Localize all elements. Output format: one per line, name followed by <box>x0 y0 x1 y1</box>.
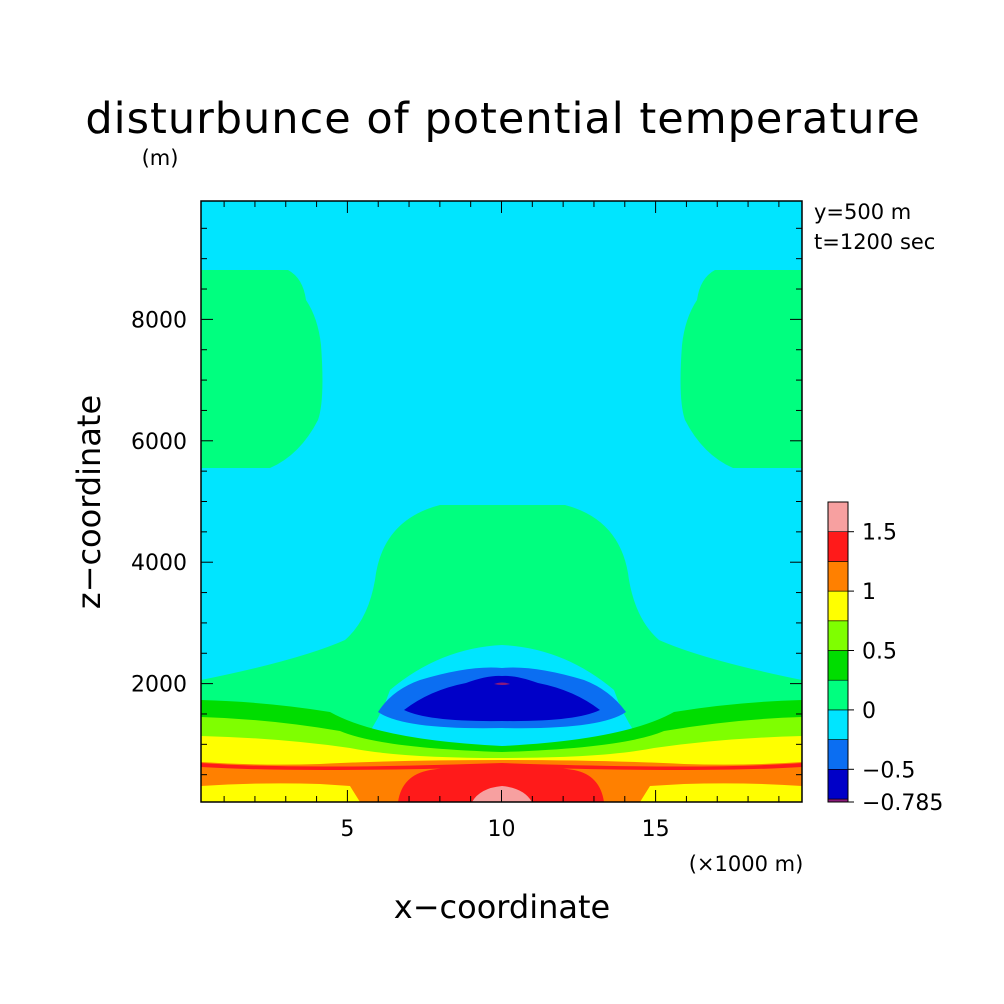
info-time: t=1200 sec <box>814 230 935 254</box>
colorbar-tick-label: 1 <box>862 580 876 605</box>
y-tick-label: 2000 <box>131 673 187 698</box>
info-y-position: y=500 m <box>814 200 911 224</box>
colorbar-swatch <box>827 650 849 681</box>
colorbar-swatch <box>827 709 849 740</box>
x-tick-label: 5 <box>340 817 354 842</box>
x-tick-label: 10 <box>488 817 516 842</box>
contour-field <box>201 201 802 802</box>
colorbar-swatch <box>827 590 849 622</box>
colorbar-swatch <box>827 620 849 651</box>
colorbar-swatch <box>827 561 849 592</box>
colorbar-swatch <box>827 501 849 533</box>
contour-band-neg-0.5 <box>404 675 600 722</box>
x-unit-label: (×1000 m) <box>689 852 804 876</box>
contour-band-0.25-upper-right <box>680 270 802 468</box>
x-axis-title: x−coordinate <box>394 888 610 926</box>
chart-title: disturbunce of potential temperature <box>85 94 920 144</box>
x-tick-label: 15 <box>642 817 670 842</box>
contour-band-0.25-upper-left <box>201 270 323 468</box>
y-tick-label: 8000 <box>131 308 187 333</box>
colorbar-tick-label: −0.5 <box>862 758 915 783</box>
colorbar-tick-label: 0.5 <box>862 640 897 665</box>
colorbar-frame <box>827 501 849 803</box>
colorbar-swatch <box>827 739 849 770</box>
colorbar-swatch <box>827 531 849 562</box>
y-axis-title: z−coordinate <box>70 395 108 609</box>
colorbar-swatch <box>827 768 849 800</box>
contour-band-1.5-thin-line <box>201 763 802 770</box>
axes: 5 10 15 2000 4000 6000 8000 <box>131 200 803 842</box>
y-unit-label: (m) <box>142 146 179 170</box>
contour-band-neg-0.75 <box>494 682 510 685</box>
colorbar: −0.785 −0.5 0 0.5 1 1.5 <box>827 501 943 816</box>
y-tick-label: 6000 <box>131 430 187 455</box>
contour-band-1.5-core <box>398 764 604 802</box>
colorbar-tick-label: 0 <box>862 699 876 724</box>
colorbar-tick-label: 1.5 <box>862 521 897 546</box>
y-tick-label: 4000 <box>131 551 187 576</box>
colorbar-swatch <box>827 679 849 711</box>
colorbar-tick-label: −0.785 <box>862 791 943 816</box>
